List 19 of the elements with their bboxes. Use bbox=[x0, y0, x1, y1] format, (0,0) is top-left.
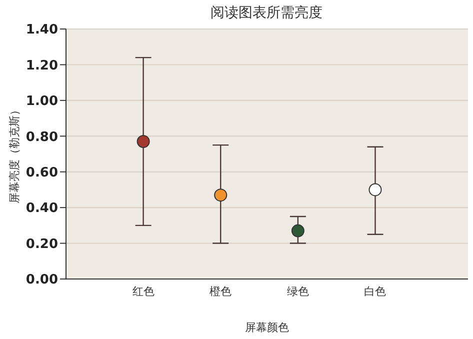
point bbox=[368, 183, 382, 196]
y-axis-title: 屏幕亮度（勒克斯） bbox=[8, 104, 21, 204]
x-axis-title: 屏幕颜色 bbox=[245, 321, 289, 334]
y-tick-label: 1.20 bbox=[26, 58, 58, 74]
x-tick-label: 白色 bbox=[364, 284, 386, 298]
x-tick-label: 绿色 bbox=[286, 284, 309, 298]
y-tick-label: 0.60 bbox=[26, 165, 58, 180]
y-tick-label: 0.20 bbox=[26, 236, 58, 252]
y-tick-label: 0.80 bbox=[26, 130, 58, 145]
y-tick-label: 1.40 bbox=[26, 22, 58, 38]
point bbox=[136, 135, 150, 148]
chart-title: 阅读图表所需亮度 bbox=[210, 4, 324, 22]
x-tick-label: 红色 bbox=[132, 284, 154, 298]
point bbox=[291, 224, 304, 238]
x-tick-label: 橙色 bbox=[210, 284, 232, 298]
y-tick-label: 0.40 bbox=[26, 201, 58, 216]
point bbox=[214, 188, 228, 202]
y-tick-label: 0.00 bbox=[26, 272, 58, 288]
y-tick-label: 1.00 bbox=[26, 94, 58, 110]
